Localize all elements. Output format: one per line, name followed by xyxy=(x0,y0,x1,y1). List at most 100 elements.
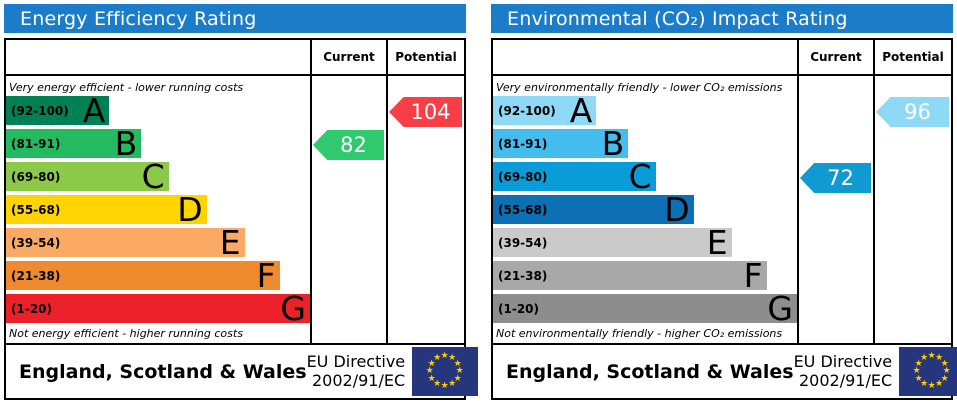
energy-current-rating-value: 82 xyxy=(340,133,367,157)
eu-star-icon: ★ xyxy=(453,358,462,369)
environment-potential-column-header: Potential xyxy=(873,40,951,74)
environment-panel-title: Environmental (CO₂) Impact Rating xyxy=(507,7,848,30)
band-range-label: (81-91) xyxy=(498,136,548,151)
eu-star-icon: ★ xyxy=(935,353,944,363)
environment-rating-table: Current Potential Very environmentally f… xyxy=(491,38,957,400)
eu-star-icon: ★ xyxy=(453,373,462,384)
band-letter: A xyxy=(82,91,106,130)
environment-current-column-header: Current xyxy=(797,40,873,74)
energy-rating-scale: Very energy efficient - lower running co… xyxy=(6,76,310,343)
band-letter: G xyxy=(767,289,793,328)
environment-region-label: England, Scotland & Wales xyxy=(506,360,794,383)
eu-star-icon: ★ xyxy=(433,353,442,363)
eu-star-icon: ★ xyxy=(920,353,929,363)
band-letter: F xyxy=(743,256,763,295)
environment-top-caption: Very environmentally friendly - lower CO… xyxy=(496,81,783,94)
energy-current-column-header: Current xyxy=(310,40,386,74)
eu-star-icon: ★ xyxy=(942,366,951,376)
eu-star-icon: ★ xyxy=(940,358,949,369)
rating-band-g: (1-20) G xyxy=(493,289,797,328)
band-letter: A xyxy=(569,91,593,130)
band-letter: E xyxy=(219,223,241,262)
energy-current-rating-arrow: 82 xyxy=(313,130,384,160)
band-letter: C xyxy=(141,157,165,196)
eu-star-icon: ★ xyxy=(935,378,944,389)
eu-star-icon: ★ xyxy=(940,373,949,384)
rating-band-f: (21-38) F xyxy=(493,256,767,295)
energy-current-column: 82 xyxy=(310,76,386,343)
energy-panel-title-bar: Energy Efficiency Rating xyxy=(4,4,466,33)
band-letter: E xyxy=(706,223,728,262)
band-range-label: (92-100) xyxy=(11,103,69,118)
eu-flag: ★ ★ ★ ★ ★ ★ ★ ★ ★ ★ ★ ★ xyxy=(412,347,479,396)
environment-potential-rating-value: 96 xyxy=(904,100,931,124)
eu-star-icon: ★ xyxy=(448,353,457,363)
energy-table-header-row: Current Potential xyxy=(6,40,464,76)
band-range-label: (69-80) xyxy=(498,169,548,184)
eu-star-icon: ★ xyxy=(920,378,929,389)
band-letter: C xyxy=(628,157,652,196)
eu-star-icon: ★ xyxy=(427,373,436,384)
eu-star-icon: ★ xyxy=(433,378,442,389)
band-letter: B xyxy=(114,124,138,163)
energy-eu-directive-line2: 2002/91/EC xyxy=(312,370,406,390)
energy-rating-table: Current Potential Very energy efficient … xyxy=(4,38,479,400)
energy-efficiency-panel: Energy Efficiency Rating Current Potenti… xyxy=(4,4,479,400)
rating-band-d: (55-68) D xyxy=(493,193,694,226)
environment-table-footer: England, Scotland & Wales EU Directive 2… xyxy=(493,343,957,398)
environment-bottom-caption: Not environmentally friendly - higher CO… xyxy=(496,327,783,340)
rating-band-c: (69-80) C xyxy=(493,157,656,196)
rating-band-g: (1-20) G xyxy=(6,289,310,328)
band-range-label: (21-38) xyxy=(498,268,548,283)
rating-band-c: (69-80) C xyxy=(6,157,169,196)
environment-current-rating-value: 72 xyxy=(827,166,854,190)
rating-band-f: (21-38) F xyxy=(6,256,280,295)
environment-rating-bands: (92-100) A (81-91) B (69-80) C (55-68) D (39-54)… xyxy=(493,91,797,328)
eu-star-icon: ★ xyxy=(440,351,449,361)
rating-band-d: (55-68) D xyxy=(6,193,207,226)
rating-band-e: (39-54) E xyxy=(493,223,732,262)
energy-panel-title: Energy Efficiency Rating xyxy=(20,7,257,30)
rating-band-a: (92-100) A xyxy=(493,91,597,130)
eu-star-icon: ★ xyxy=(440,381,449,391)
environment-panel-title-bar: Environmental (CO₂) Impact Rating xyxy=(491,4,953,33)
environment-potential-rating-arrow: 96 xyxy=(876,97,949,127)
eu-star-icon: ★ xyxy=(427,358,436,369)
band-letter: G xyxy=(280,289,306,328)
energy-table-body: Very energy efficient - lower running co… xyxy=(6,76,464,343)
band-range-label: (1-20) xyxy=(11,301,52,316)
energy-eu-directive-line1: EU Directive xyxy=(306,351,406,371)
energy-top-caption: Very energy efficient - lower running co… xyxy=(9,81,244,94)
eu-star-icon: ★ xyxy=(914,373,923,384)
energy-table-footer: England, Scotland & Wales EU Directive 2… xyxy=(6,343,479,398)
environment-eu-directive-label: EU Directive 2002/91/EC xyxy=(793,351,900,391)
energy-header-spacer xyxy=(6,40,310,74)
environment-rating-scale: Very environmentally friendly - lower CO… xyxy=(493,76,797,343)
band-range-label: (39-54) xyxy=(11,235,61,250)
eu-star-icon: ★ xyxy=(927,381,936,391)
energy-potential-rating-value: 104 xyxy=(410,100,451,124)
eu-star-icon: ★ xyxy=(912,366,921,376)
environment-table-body: Very environmentally friendly - lower CO… xyxy=(493,76,951,343)
energy-bottom-caption: Not energy efficient - higher running co… xyxy=(9,327,243,340)
energy-potential-column: 104 xyxy=(386,76,464,343)
energy-region-label: England, Scotland & Wales xyxy=(19,360,307,383)
environment-current-column: 72 xyxy=(797,76,873,343)
band-letter: F xyxy=(256,256,276,295)
energy-rating-bands: (92-100) A (81-91) B (69-80) C (55-68) D (39-54)… xyxy=(6,91,310,328)
band-range-label: (1-20) xyxy=(498,301,539,316)
band-range-label: (81-91) xyxy=(11,136,61,151)
environment-eu-directive-line1: EU Directive xyxy=(793,351,893,371)
eu-star-icon: ★ xyxy=(927,351,936,361)
environment-potential-column: 96 xyxy=(873,76,951,343)
rating-band-b: (81-91) B xyxy=(6,124,142,163)
band-range-label: (39-54) xyxy=(498,235,548,250)
eu-flag: ★ ★ ★ ★ ★ ★ ★ ★ ★ ★ ★ ★ xyxy=(899,347,957,396)
environment-eu-directive-line2: 2002/91/EC xyxy=(799,370,893,390)
environment-current-rating-arrow: 72 xyxy=(800,163,871,193)
energy-potential-rating-arrow: 104 xyxy=(389,97,462,127)
eu-star-icon: ★ xyxy=(448,378,457,389)
band-range-label: (69-80) xyxy=(11,169,61,184)
band-range-label: (55-68) xyxy=(11,202,61,217)
